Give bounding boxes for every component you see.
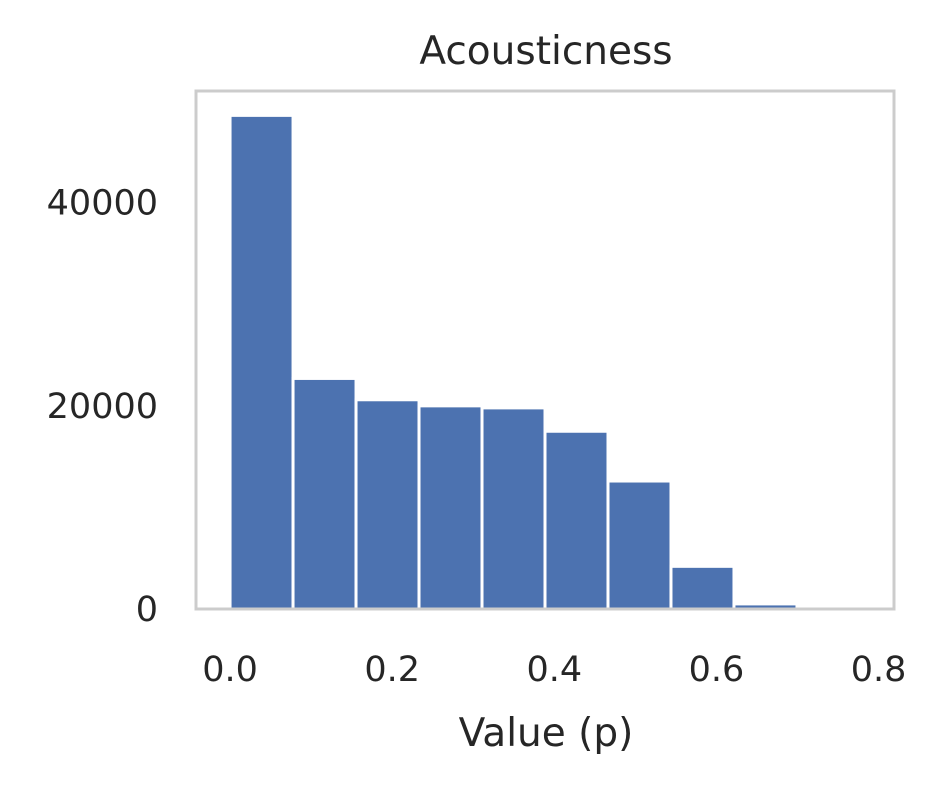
histogram-bar <box>543 429 610 611</box>
y-tick-label: 0 <box>136 590 158 630</box>
x-tick-label: 0.8 <box>851 650 907 690</box>
x-axis-label: Value (p) <box>459 711 634 756</box>
histogram-bar <box>669 564 736 611</box>
y-axis-ticks: 0 20000 40000 <box>47 184 158 630</box>
x-axis-ticks: 0.0 0.2 0.4 0.6 0.8 <box>202 650 906 690</box>
y-tick-label: 20000 <box>47 387 158 427</box>
histogram-bar <box>291 376 358 611</box>
histogram-bar <box>606 479 673 611</box>
histogram-bar <box>480 406 547 611</box>
x-tick-label: 0.6 <box>689 650 745 690</box>
histogram-bar <box>417 404 484 611</box>
y-tick-label: 40000 <box>47 184 158 224</box>
chart-title: Acousticness <box>419 29 672 74</box>
x-tick-label: 0.2 <box>364 650 420 690</box>
histogram-bars <box>228 113 799 611</box>
x-tick-label: 0.0 <box>202 650 258 690</box>
plot-frame <box>194 89 896 611</box>
histogram-bar <box>228 113 295 611</box>
x-tick-label: 0.4 <box>526 650 582 690</box>
histogram-bar <box>354 398 421 611</box>
